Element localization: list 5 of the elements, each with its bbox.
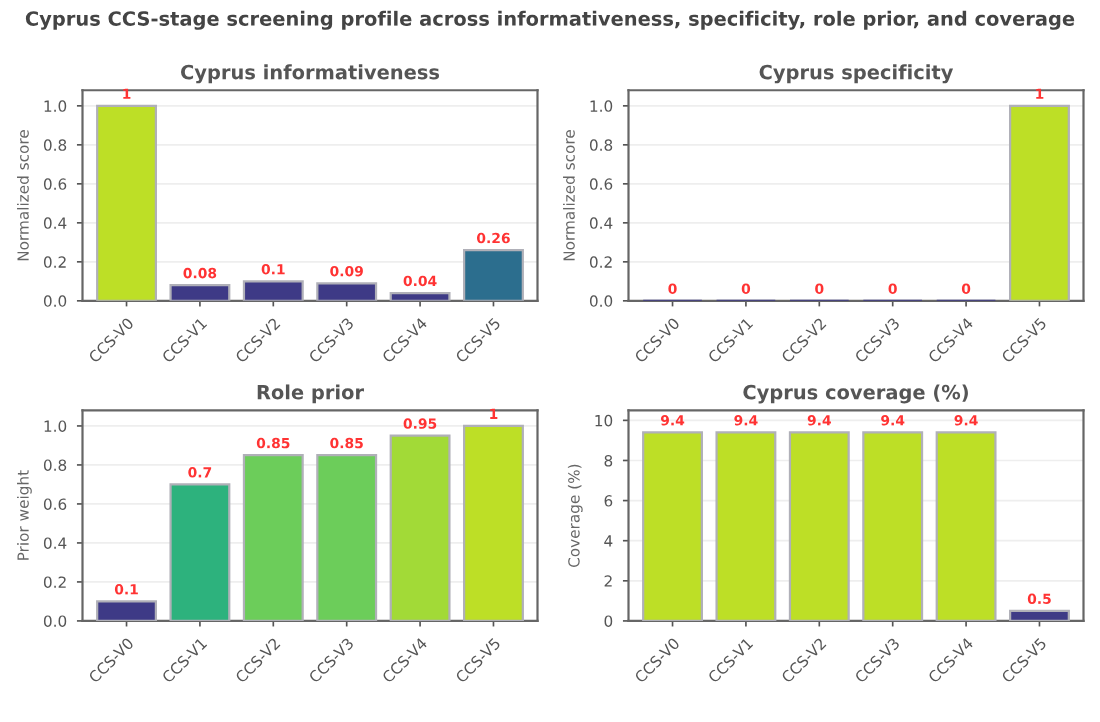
chart-title: Cyprus coverage (%): [743, 384, 968, 404]
chart-title: Cyprus specificity: [759, 64, 954, 84]
text: Cyprus CCS-stage screening profile across informativeness, specificity, role prior, and coverage: [25, 10, 1075, 30]
chart-title: Cyprus informativeness: [181, 64, 440, 84]
chart-title: Role prior: [257, 384, 364, 404]
